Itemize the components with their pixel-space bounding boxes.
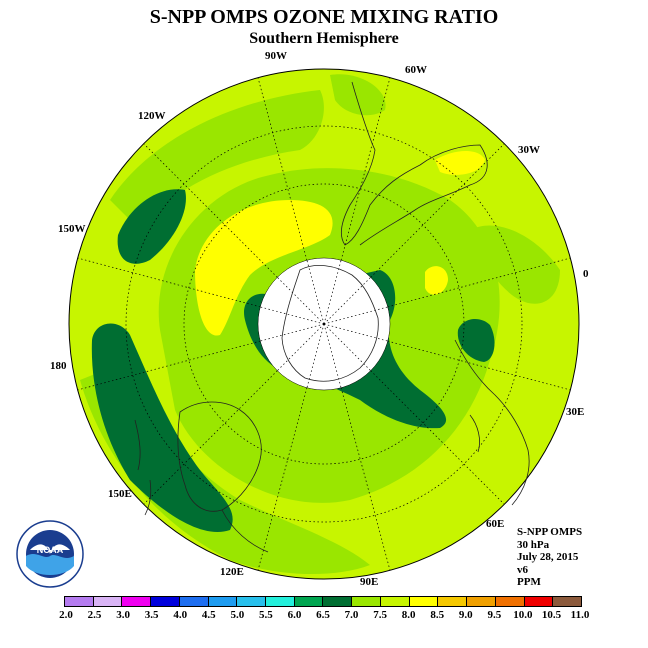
colorbar-tick-label: 5.5 <box>259 609 273 621</box>
polar-spoke <box>323 306 388 325</box>
lon-label-60w: 60W <box>405 64 427 76</box>
antarctica-coast <box>281 265 379 382</box>
lon-label-180: 180 <box>50 360 67 372</box>
ozone-7.0-7.5-region <box>330 74 386 116</box>
colorbar-tick-label: 3.5 <box>144 609 159 621</box>
graticule <box>125 125 523 523</box>
ozone-8.0-8.5-region <box>195 200 333 336</box>
lon-label-30e: 30E <box>566 406 585 418</box>
meridian-line <box>340 387 391 571</box>
colorbar-tick-label: 8.0 <box>401 609 416 621</box>
colorbar-swatch <box>179 597 209 606</box>
polar-spoke <box>260 306 325 325</box>
colorbar-tick-label: 6.0 <box>287 609 302 621</box>
colorbar-tick-label: 10.5 <box>541 609 562 621</box>
colorbar-tick-label: 3.0 <box>116 609 130 621</box>
indian-ocean-coast <box>221 509 269 553</box>
meridian-line <box>387 257 571 308</box>
colorbar-swatch <box>65 597 94 606</box>
info-pressure: 30 hPa <box>517 538 550 551</box>
polar-spoke <box>260 323 325 342</box>
lon-label-60e: 60E <box>486 518 505 530</box>
polar-spoke <box>323 260 342 325</box>
latitude-circle <box>183 183 465 465</box>
colorbar-tick-label: 11.0 <box>570 609 590 621</box>
info-date: July 28, 2015 <box>517 551 579 563</box>
colorbar-swatch <box>467 597 496 606</box>
meridian-line <box>387 340 571 391</box>
colorbar-tick-label: 4.5 <box>201 609 216 621</box>
colorbar-tick-label: 5.0 <box>230 609 245 621</box>
info-units: PPM <box>517 576 541 588</box>
colorbar-swatch <box>266 597 295 606</box>
polar-spoke <box>323 323 342 388</box>
lon-label-150e: 150E <box>108 488 132 500</box>
australia-coast <box>177 401 262 512</box>
colorbar-tick-label: 7.5 <box>373 609 387 621</box>
meridians <box>77 77 571 571</box>
colorbar-tick-label: 4.0 <box>173 609 188 621</box>
colorbar-swatch <box>294 597 324 606</box>
polar-spoke <box>277 277 325 325</box>
ozone-6.5-7.0-region <box>117 189 186 264</box>
polar-spoke <box>323 323 371 371</box>
latitude-circle <box>125 125 523 523</box>
colorbar-swatch <box>208 597 238 606</box>
colorbar-tick-label: 2.0 <box>59 609 73 621</box>
ozone-6.5-7.0-region <box>457 318 495 362</box>
south-america-coast <box>340 81 488 246</box>
lon-label-90w: 90W <box>265 50 287 62</box>
colorbar-swatch <box>380 597 410 606</box>
ozone-6.5-7.0-region <box>91 323 233 532</box>
colorbar-tick-label: 9.5 <box>487 609 502 621</box>
polar-spoke <box>323 323 388 342</box>
lon-label-120w: 120W <box>138 110 166 122</box>
colorbar-swatch <box>495 597 525 606</box>
lon-label-150w: 150W <box>58 223 86 235</box>
ozone-8.0-8.5-region <box>425 266 448 295</box>
colorbar-tick-label: 10.0 <box>513 609 533 621</box>
colorbar-swatch <box>352 597 381 606</box>
polar-spoke <box>306 323 325 388</box>
ozone-7.0-7.5-region <box>470 225 560 304</box>
colorbar-swatch <box>237 597 267 606</box>
noaa-logo: NOAA <box>16 520 84 588</box>
colorbar-ticks: 2.0 2.5 3.0 3.5 4.0 4.5 5.0 5.5 6.0 6.5 7.0 7.5 8.0 8… <box>0 609 648 623</box>
colorbar-tick-label: 9.0 <box>458 609 473 621</box>
colorbar <box>64 596 582 607</box>
colorbar-swatch <box>323 597 353 606</box>
map-boundary <box>68 68 580 580</box>
colorbar-swatch <box>93 597 123 606</box>
colorbar-tick-label: 6.5 <box>316 609 330 621</box>
info-version: v6 <box>517 563 528 576</box>
ozone-8.0-8.5-region <box>435 151 485 175</box>
meridian-line <box>257 387 308 571</box>
colorbar-tick-label: 7.0 <box>344 609 359 621</box>
chart-subtitle: Southern Hemisphere <box>249 30 399 47</box>
colorbar-swatch <box>151 597 180 606</box>
colorbar-swatch <box>122 597 152 606</box>
colorbar-swatch <box>553 597 581 606</box>
new-zealand-coast <box>134 419 152 516</box>
lon-label-120e: 120E <box>220 566 244 578</box>
svg-text:NOAA: NOAA <box>37 545 64 555</box>
chart-title: S-NPP OMPS OZONE MIXING RATIO <box>149 6 499 28</box>
lon-label-30w: 30W <box>518 144 540 156</box>
polar-spoke <box>306 260 325 325</box>
colorbar-swatch <box>409 597 439 606</box>
polar-spoke <box>323 277 371 325</box>
colorbar-swatch <box>524 597 554 606</box>
colorbar-tick-label: 8.5 <box>430 609 445 621</box>
coastlines <box>134 81 530 553</box>
madagascar-coast <box>469 414 480 453</box>
info-block: S-NPP OMPS 30 hPa July 28, 2015 v6 PPM <box>517 526 582 589</box>
info-instrument: S-NPP OMPS <box>517 526 583 538</box>
polar-spoke <box>277 323 325 371</box>
colorbar-tick-label: 2.5 <box>87 609 102 621</box>
lon-label-90e: 90E <box>360 576 379 588</box>
africa-coast <box>454 339 530 506</box>
lon-label-0: 0 <box>583 268 589 280</box>
colorbar-swatch <box>438 597 468 606</box>
